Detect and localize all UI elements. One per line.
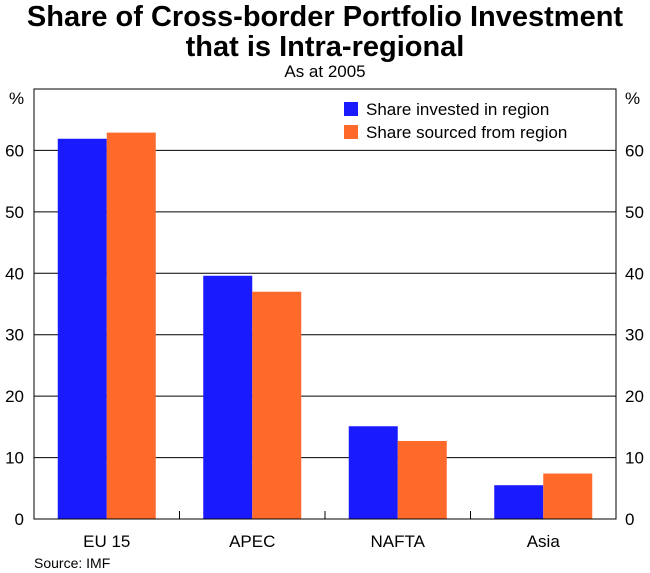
x-category-label: NAFTA bbox=[371, 532, 426, 551]
bar-sourced-nafta bbox=[397, 440, 447, 519]
chart-title-line-1: Share of Cross-border Portfolio Investme… bbox=[26, 1, 624, 33]
y-tick-label-right: 10 bbox=[625, 449, 644, 468]
bar-invested-asia bbox=[494, 485, 544, 519]
bar-invested-nafta bbox=[348, 426, 398, 519]
y-axis-unit-right: % bbox=[625, 89, 641, 108]
y-tick-label-left: 60 bbox=[5, 141, 24, 160]
bar-invested-eu-15 bbox=[57, 138, 107, 519]
x-category-label: Asia bbox=[527, 532, 561, 551]
y-tick-label-left: 0 bbox=[15, 510, 24, 529]
x-category-label: EU 15 bbox=[83, 532, 130, 551]
legend: Share invested in region Share sourced fr… bbox=[344, 100, 567, 142]
chart-subtitle: As at 2005 bbox=[284, 62, 366, 81]
legend-swatch bbox=[344, 102, 358, 116]
legend-label: Share sourced from region bbox=[366, 123, 567, 142]
y-tick-label-left: 30 bbox=[5, 326, 24, 345]
y-tick-label-left: 20 bbox=[5, 387, 24, 406]
bar-sourced-apec bbox=[252, 291, 302, 519]
axis-ticks: 0 0 10 10 20 20 30 30 40 40 50 50 60 60 EU 15 APEC NAFTA… bbox=[5, 141, 644, 551]
y-tick-label-right: 60 bbox=[625, 141, 644, 160]
y-tick-label-left: 10 bbox=[5, 449, 24, 468]
bar-invested-apec bbox=[203, 275, 253, 519]
x-category-label: APEC bbox=[229, 532, 275, 551]
y-tick-label-right: 0 bbox=[625, 510, 634, 529]
y-tick-label-right: 50 bbox=[625, 203, 644, 222]
legend-label: Share invested in region bbox=[366, 100, 549, 119]
legend-swatch bbox=[344, 125, 358, 139]
y-tick-label-right: 20 bbox=[625, 387, 644, 406]
y-tick-label-left: 40 bbox=[5, 264, 24, 283]
y-tick-label-left: 50 bbox=[5, 203, 24, 222]
y-axis-unit-left: % bbox=[9, 89, 25, 108]
bar-sourced-eu-15 bbox=[106, 132, 156, 519]
y-tick-label-right: 30 bbox=[625, 326, 644, 345]
source-note: Source: IMF bbox=[34, 555, 111, 571]
bar-sourced-asia bbox=[543, 473, 593, 519]
bars bbox=[57, 132, 593, 519]
chart-title-line-2: that is Intra-regional bbox=[185, 31, 465, 63]
y-tick-label-right: 40 bbox=[625, 264, 644, 283]
